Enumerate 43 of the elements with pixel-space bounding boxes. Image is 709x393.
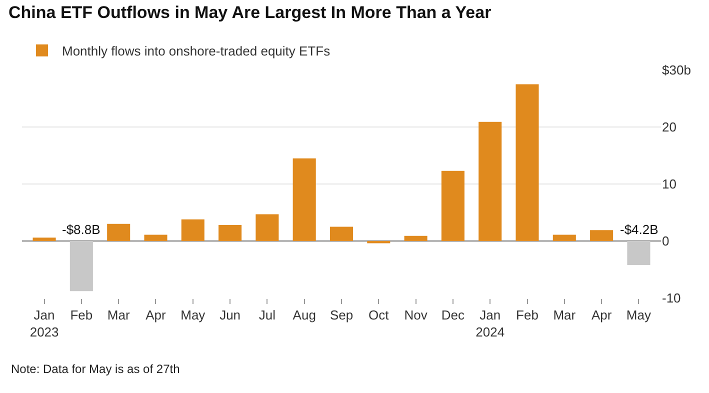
x-tick-label: Feb (516, 308, 538, 323)
chart-title: China ETF Outflows in May Are Largest In More Than a Year (8, 2, 492, 22)
bar (516, 84, 539, 241)
bar (218, 225, 242, 241)
x-tick-label: Nov (404, 308, 428, 323)
x-tick-label: Jul (258, 308, 276, 323)
x-tick-label: May (180, 308, 206, 323)
bar (590, 230, 614, 241)
x-tick-label: Apr (591, 308, 612, 323)
x-tick-label: Mar (553, 308, 576, 323)
y-tick-label: -10 (662, 290, 681, 306)
x-tick-label: Jan 2023 (30, 308, 59, 340)
bar (32, 238, 56, 241)
bar (627, 241, 650, 265)
bar (404, 236, 428, 241)
x-tick-label: Aug (292, 308, 316, 323)
x-tick-label: Jun (220, 308, 241, 323)
bar (330, 226, 354, 241)
y-tick-label: $30b (662, 62, 691, 78)
bar (552, 234, 576, 241)
data-label: -$8.8B (62, 222, 100, 237)
text: Note: Data for May is as of 27th (11, 362, 180, 376)
y-tick-label: 0 (662, 234, 670, 249)
x-tick-label: Mar (107, 308, 130, 323)
x-tick-label: Sep (330, 308, 354, 323)
bar (181, 219, 204, 241)
bar (70, 241, 93, 292)
bar (256, 214, 279, 241)
x-tick-label: Feb (70, 308, 93, 323)
bar (441, 170, 464, 241)
y-tick-label: 10 (662, 176, 676, 192)
x-tick-label: May (626, 308, 652, 323)
y-tick-label: 20 (662, 120, 676, 135)
x-tick-label: Oct (368, 308, 390, 323)
bar (144, 234, 168, 241)
bar (478, 122, 502, 241)
x-tick-label: Dec (441, 308, 466, 323)
data-label: -$4.2B (620, 222, 658, 237)
legend-label: Monthly flows into onshore-traded equity ETFs (62, 43, 331, 58)
bar (292, 158, 316, 241)
bar (107, 224, 130, 241)
x-tick-label: Jan 2024 (476, 308, 505, 340)
x-tick-label: Apr (146, 308, 167, 323)
